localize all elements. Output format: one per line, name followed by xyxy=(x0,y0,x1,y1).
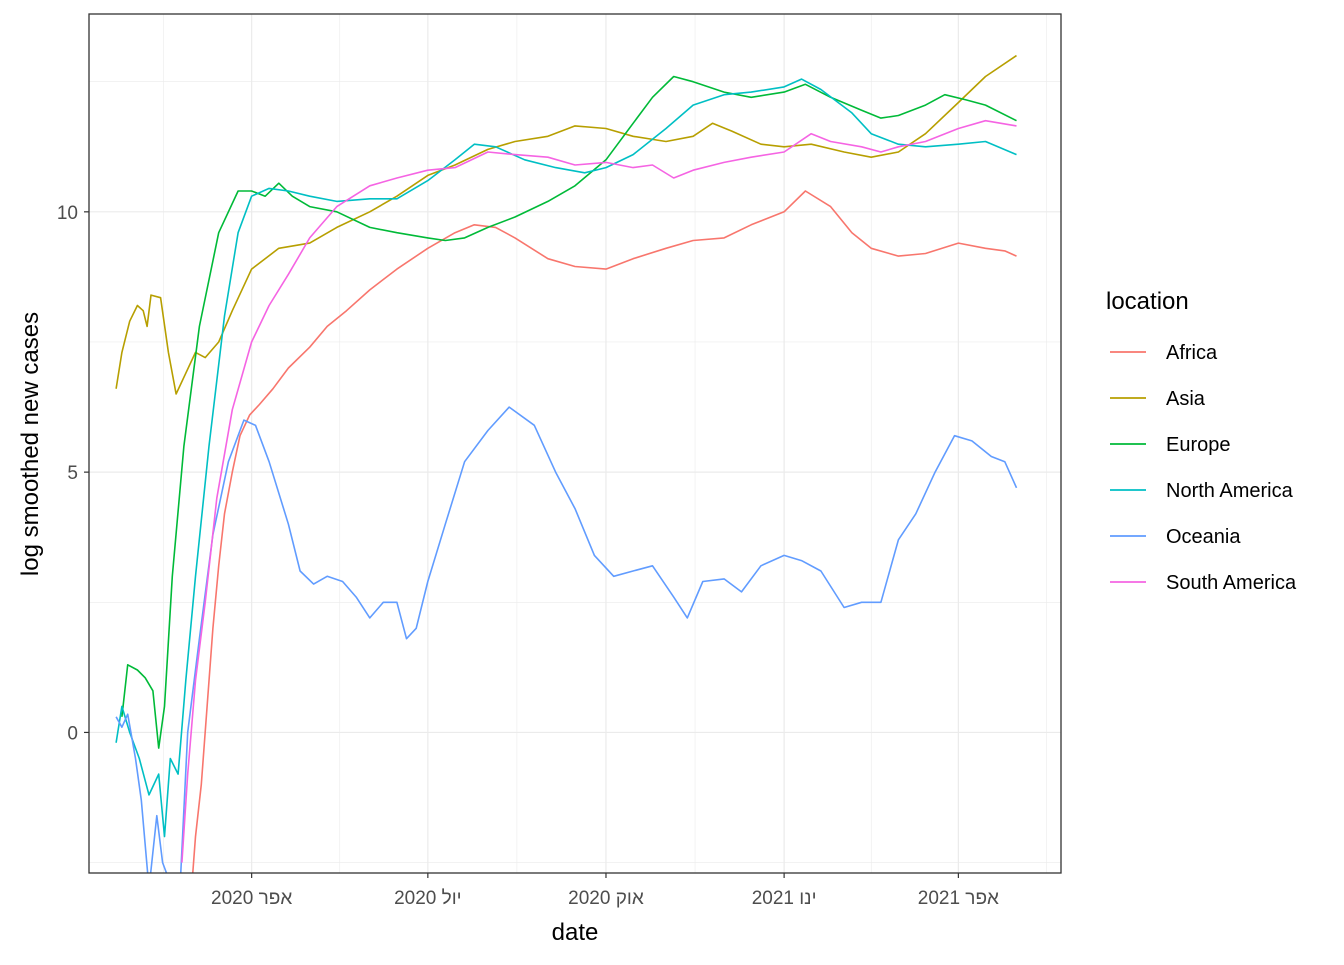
series-line-asia xyxy=(115,54,1017,395)
x-tick-label: ינו 2021 xyxy=(752,888,817,909)
legend-label: Europe xyxy=(1166,434,1231,456)
legend-label: Asia xyxy=(1166,388,1206,410)
x-tick-label: אפר 2020 xyxy=(211,888,292,909)
y-axis-title: log smoothed new cases xyxy=(17,312,44,576)
x-tick-label: יול 2020 xyxy=(394,888,462,909)
plot-background xyxy=(89,14,1061,873)
y-tick-label: 10 xyxy=(57,203,78,224)
x-tick-label: אוק 2020 xyxy=(568,888,644,909)
series-line-north-america xyxy=(115,78,1017,838)
legend-title: location xyxy=(1106,288,1189,315)
x-tick-label: אפר 2021 xyxy=(918,888,999,909)
series-line-europe xyxy=(121,75,1017,749)
legend-label: Oceania xyxy=(1166,526,1241,548)
series-line-africa xyxy=(191,190,1017,873)
y-tick-label: 0 xyxy=(67,723,78,744)
series-line-oceania xyxy=(115,406,1018,873)
series-lines xyxy=(115,54,1018,873)
y-tick-label: 5 xyxy=(67,463,78,484)
series-line-south-america xyxy=(181,119,1017,863)
x-axis-title: date xyxy=(552,919,599,946)
legend-label: Africa xyxy=(1166,342,1218,364)
legend-label: South America xyxy=(1166,572,1297,594)
axes: 0 5 10 אפר 2020 יול 2020 אוק 2020 ינו 2021 אפר … xyxy=(57,203,999,909)
legend: location Africa Asia Europe North America Oc… xyxy=(1106,288,1297,594)
plot-border xyxy=(88,13,1062,874)
legend-label: North America xyxy=(1166,480,1294,502)
